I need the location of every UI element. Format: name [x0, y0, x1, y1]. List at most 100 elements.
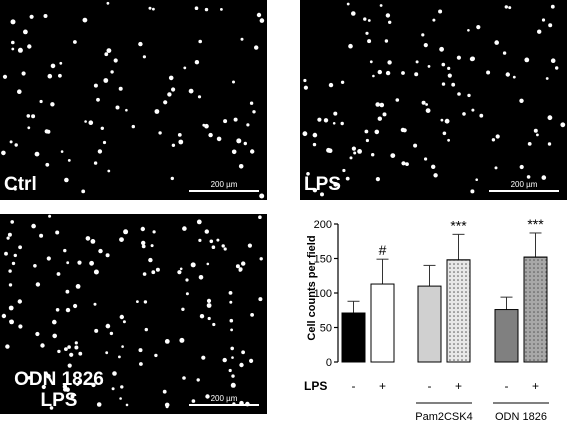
cell-dot [231, 149, 237, 155]
cell-dot [369, 60, 373, 64]
cell-dot [379, 4, 383, 7]
cell-dot [233, 117, 238, 122]
cell-dot [421, 33, 425, 37]
cell-dot [223, 247, 227, 251]
cell-dot [367, 19, 371, 22]
cell-dot [312, 142, 317, 147]
cell-dot [55, 308, 60, 312]
cell-dot [64, 177, 69, 183]
cell-dot [444, 118, 450, 124]
cell-dot [211, 245, 216, 249]
bar [370, 283, 395, 363]
cell-dot [75, 284, 81, 289]
cell-dot [250, 149, 255, 154]
cell-dot [346, 2, 350, 6]
cell-dot [35, 282, 41, 287]
cell-dot [55, 230, 60, 235]
cell-dot [441, 82, 446, 86]
cell-dot [170, 176, 174, 181]
cell-dot [405, 162, 409, 167]
cell-dot [470, 189, 475, 194]
cell-dot [537, 29, 542, 34]
cell-dot [105, 351, 109, 355]
y-tick-label: 150 [314, 254, 332, 266]
cell-dot [303, 78, 307, 83]
cell-dot [194, 60, 200, 65]
cell-dot [7, 232, 12, 237]
cell-dot [70, 394, 75, 399]
cell-dot [23, 29, 28, 35]
bar-chart: Cell counts per field 0 50 100 150 200 - # + - **… [300, 214, 567, 428]
micrograph-ctrl: Ctrl 200 µm [0, 0, 267, 200]
cell-dot [107, 169, 111, 173]
cell-dot [74, 345, 79, 350]
cell-dot [467, 93, 471, 98]
scale-bar-label: 200 µm [210, 394, 238, 403]
cell-dot [9, 319, 13, 323]
cell-dot [229, 318, 234, 323]
cell-dot [365, 138, 369, 143]
group-label: Pam2CSK4 [415, 411, 472, 423]
cell-dot [150, 244, 154, 248]
cell-dot [421, 100, 426, 105]
cell-dot [447, 138, 450, 142]
cell-dot [1, 150, 6, 156]
cell-dot [125, 403, 129, 407]
cell-dot [414, 72, 419, 77]
cell-dot [167, 92, 172, 97]
bar [417, 285, 442, 363]
cell-dot [494, 40, 499, 45]
cell-dot [379, 102, 385, 108]
cell-dot [65, 289, 70, 294]
group-label: ODN 1826 [495, 411, 547, 423]
cell-dot [494, 166, 498, 170]
cell-dot [198, 238, 202, 242]
cell-dot [110, 70, 114, 74]
cell-dot [243, 141, 247, 146]
cell-dot [457, 92, 461, 96]
cell-dot [351, 146, 356, 151]
cell-dot [93, 83, 98, 88]
cell-dot [139, 362, 143, 366]
cell-dot [118, 86, 123, 91]
cell-dot [106, 1, 110, 5]
cell-dot [178, 139, 184, 145]
cell-dot [228, 291, 233, 295]
cell-dot [495, 134, 500, 139]
cell-dot [9, 140, 13, 144]
scale-bar-label: 200 µm [510, 180, 538, 189]
cell-dot [312, 188, 318, 193]
cell-dot [56, 272, 61, 276]
cell-dot [375, 102, 380, 107]
cell-dot [31, 223, 36, 229]
cell-dot [182, 376, 186, 380]
cell-dot [230, 328, 234, 332]
cell-dot [10, 220, 14, 224]
cell-dot [206, 298, 212, 303]
cell-dot [441, 62, 446, 67]
cell-dot [185, 292, 189, 296]
cell-dot [119, 397, 122, 400]
cell-dot [302, 131, 308, 137]
cell-dot [235, 264, 240, 269]
cell-dot [96, 402, 102, 407]
cell-dot [103, 78, 109, 83]
cell-dot [238, 268, 242, 272]
y-axis-label: Cell counts per field [306, 235, 318, 340]
cell-dot [194, 6, 199, 10]
cell-dot [58, 73, 62, 78]
cell-dot [1, 313, 7, 319]
cell-dot [45, 162, 50, 167]
y-tick-label: 100 [314, 288, 332, 300]
cell-dot [241, 261, 246, 266]
cell-dot [486, 70, 491, 75]
cell-dot [312, 132, 318, 138]
cell-dot [231, 374, 235, 378]
cell-dot [425, 108, 431, 113]
cell-dot [190, 262, 196, 268]
y-tick-label: 0 [326, 357, 332, 369]
cell-dot [241, 350, 246, 355]
y-tick-label: 200 [314, 219, 332, 231]
cell-dot [306, 172, 310, 176]
cell-dot [73, 303, 78, 309]
